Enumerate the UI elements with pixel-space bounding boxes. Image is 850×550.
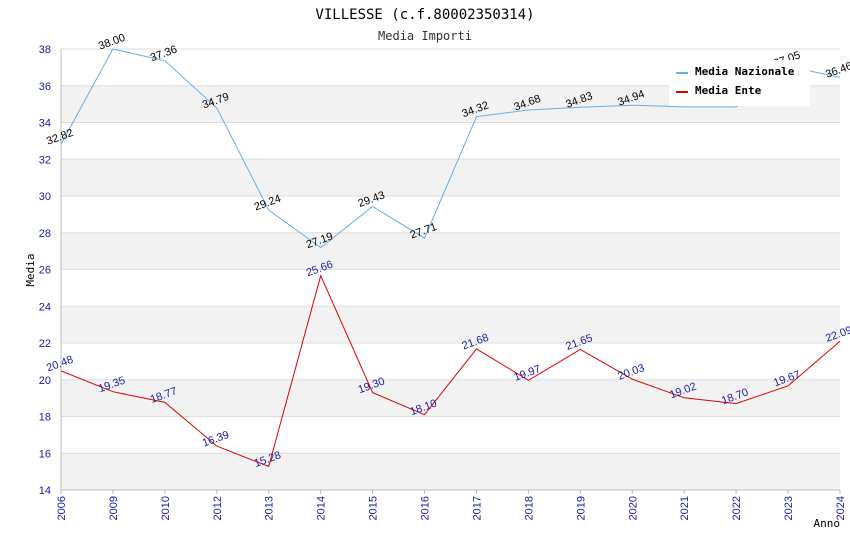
x-axis-label: Anno [814, 517, 841, 530]
series-line-media-ente [60, 274, 841, 468]
data-label: 37.36 [149, 44, 179, 65]
y-axis-label: Media [24, 253, 37, 286]
y-tick-label: 24 [39, 301, 51, 313]
x-tick-label: 2022 [731, 496, 743, 520]
data-label: 16.39 [201, 429, 231, 450]
y-tick-label: 30 [39, 191, 51, 203]
y-tick-label: 20 [39, 375, 51, 387]
y-tick-label: 36 [39, 81, 51, 93]
legend-label-media-ente: Media Ente [695, 84, 762, 97]
chart-title: VILLESSE (c.f.80002350314) [315, 7, 534, 23]
x-tick-label: 2021 [679, 496, 691, 520]
data-label: 20.48 [45, 354, 75, 375]
y-tick-label: 18 [39, 412, 51, 424]
chart-subtitle: Media Importi [378, 29, 472, 43]
grid-bands [61, 85, 840, 490]
legend-label-media-nazionale: Media Nazionale [695, 65, 795, 78]
y-ticks: 14 16 18 20 22 24 26 28 30 32 34 36 38 [39, 44, 51, 497]
y-tick-label: 38 [39, 44, 51, 56]
x-tick-label: 2016 [420, 496, 432, 520]
x-tick-label: 2009 [108, 496, 120, 520]
grid-band [61, 453, 840, 490]
series-line-media-nazionale [60, 48, 841, 249]
x-tick-label: 2020 [627, 496, 639, 520]
data-label: 36.46 [824, 60, 850, 81]
grid-lines [61, 48, 840, 491]
x-tick-label: 2019 [575, 496, 587, 520]
legend-box [669, 60, 810, 106]
x-tick-label: 2017 [471, 496, 483, 520]
y-tick-label: 14 [39, 485, 51, 497]
axes [60, 49, 840, 491]
x-tick-label: 2018 [523, 496, 535, 520]
x-tick-label: 2013 [264, 496, 276, 520]
x-tick-label: 2006 [56, 496, 68, 520]
y-tick-label: 28 [39, 228, 51, 240]
y-tick-label: 32 [39, 154, 51, 166]
x-tick-label: 2014 [316, 496, 328, 520]
x-tick-label: 2024 [835, 496, 847, 520]
series [60, 48, 841, 468]
y-tick-label: 26 [39, 265, 51, 277]
x-ticks: 2006 2009 2010 2012 2013 2014 2015 2016 2017 2018… [56, 490, 847, 520]
data-label: 32.82 [45, 127, 75, 148]
x-tick-label: 2015 [368, 496, 380, 520]
y-tick-label: 34 [39, 118, 51, 130]
y-tick-label: 16 [39, 448, 51, 460]
grid-band [61, 306, 840, 343]
x-tick-label: 2010 [160, 496, 172, 520]
y-tick-label: 22 [39, 338, 51, 350]
legend: Media Nazionale Media Ente [669, 60, 810, 106]
x-tick-label: 2012 [212, 496, 224, 520]
grid-band [61, 379, 840, 417]
grid-band [61, 232, 840, 270]
x-tick-label: 2023 [783, 496, 795, 520]
